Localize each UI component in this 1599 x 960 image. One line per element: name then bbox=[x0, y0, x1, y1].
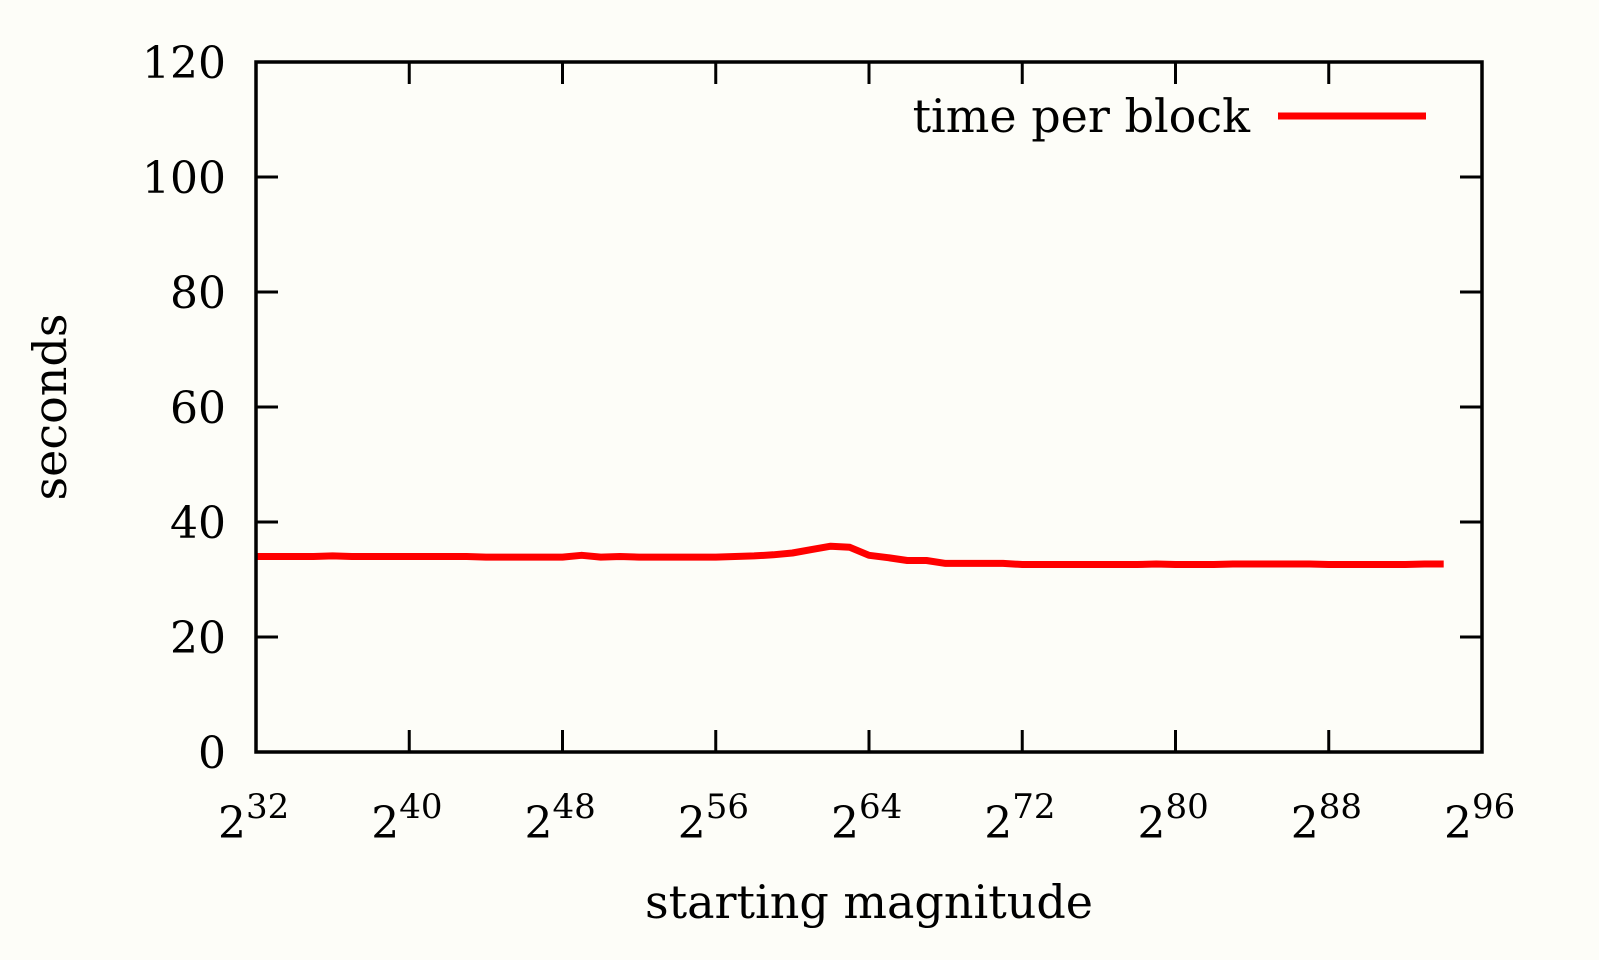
plot-frame bbox=[254, 60, 1484, 754]
x-tick-base: 2 bbox=[1291, 798, 1319, 849]
x-tick-exponent: 88 bbox=[1319, 787, 1362, 827]
x-tick-base: 2 bbox=[1444, 798, 1472, 849]
y-tick-label: 120 bbox=[142, 38, 226, 89]
x-tick-label: 288 bbox=[1291, 787, 1362, 849]
x-tick-label: 272 bbox=[984, 787, 1055, 849]
x-tick-exponent: 72 bbox=[1012, 787, 1055, 827]
x-axis-title: starting magnitude bbox=[645, 875, 1093, 929]
axis-ticks bbox=[254, 60, 1484, 754]
x-tick-base: 2 bbox=[678, 798, 706, 849]
x-tick-base: 2 bbox=[218, 798, 246, 849]
legend-label-time-per-block: time per block bbox=[913, 89, 1252, 143]
y-tick-label: 0 bbox=[198, 728, 226, 779]
y-axis-title: seconds bbox=[23, 314, 77, 501]
y-tick-label: 80 bbox=[170, 268, 226, 319]
x-tick-label: 240 bbox=[371, 787, 442, 849]
y-tick-label: 40 bbox=[170, 498, 226, 549]
x-tick-base: 2 bbox=[984, 798, 1012, 849]
x-tick-exponent: 40 bbox=[399, 787, 442, 827]
y-tick-label: 20 bbox=[170, 613, 226, 664]
x-tick-exponent: 56 bbox=[706, 787, 749, 827]
x-tick-base: 2 bbox=[831, 798, 859, 849]
series-layer bbox=[256, 542, 1444, 568]
y-tick-labels: 0 20 40 60 80 100 120 bbox=[142, 38, 226, 779]
y-tick-label: 100 bbox=[142, 153, 226, 204]
x-tick-label: 296 bbox=[1444, 787, 1515, 849]
x-tick-labels: 232 240 248 256 264 272 280 288 296 bbox=[218, 787, 1515, 849]
legend: time per block bbox=[913, 89, 1426, 143]
x-tick-label: 280 bbox=[1138, 787, 1209, 849]
x-tick-exponent: 32 bbox=[246, 787, 289, 827]
x-tick-exponent: 80 bbox=[1166, 787, 1209, 827]
y-tick-label: 60 bbox=[170, 383, 226, 434]
x-tick-label: 232 bbox=[218, 787, 289, 849]
x-tick-base: 2 bbox=[1138, 798, 1166, 849]
x-tick-base: 2 bbox=[371, 798, 399, 849]
x-tick-exponent: 96 bbox=[1472, 787, 1515, 827]
x-tick-label: 264 bbox=[831, 787, 902, 849]
x-tick-exponent: 48 bbox=[553, 787, 596, 827]
x-tick-label: 256 bbox=[678, 787, 749, 849]
series-line-0 bbox=[256, 542, 1444, 568]
x-tick-label: 248 bbox=[525, 787, 596, 849]
x-tick-exponent: 64 bbox=[859, 787, 902, 827]
x-tick-base: 2 bbox=[525, 798, 553, 849]
